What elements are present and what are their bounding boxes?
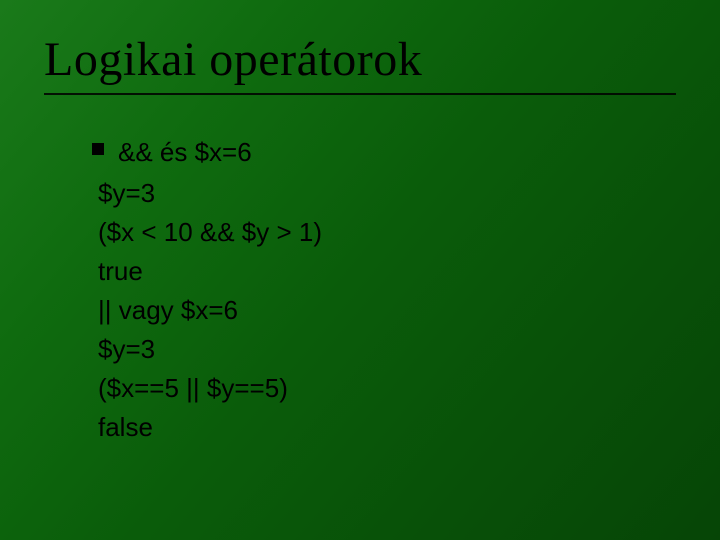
bullet-continuation-line: $y=3 — [92, 330, 676, 369]
bullet-continuation-line: ($x==5 || $y==5) — [92, 369, 676, 408]
slide-body: && és $x=6 $y=3 ($x < 10 && $y > 1) true… — [44, 133, 676, 447]
bullet-continuation-line: $y=3 — [92, 174, 676, 213]
bullet-continuation-line: true — [92, 252, 676, 291]
title-underline — [44, 93, 676, 95]
bullet-continuation-line: false — [92, 408, 676, 447]
bullet-item: && és $x=6 — [92, 133, 676, 172]
bullet-continuation-line: ($x < 10 && $y > 1) — [92, 213, 676, 252]
slide: Logikai operátorok && és $x=6 $y=3 ($x <… — [0, 0, 720, 540]
bullet-first-line: && és $x=6 — [118, 133, 252, 172]
bullet-continuation-line: || vagy $x=6 — [92, 291, 676, 330]
bullet-marker-icon — [92, 143, 104, 155]
slide-title: Logikai operátorok — [44, 32, 676, 87]
